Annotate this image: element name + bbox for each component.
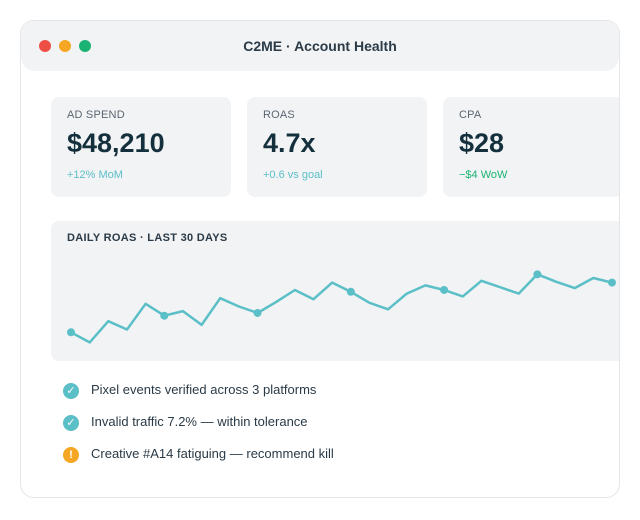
daily-roas-chart: DAILY ROAS · LAST 30 DAYS: [51, 221, 619, 361]
zoom-window-button[interactable]: [79, 40, 91, 52]
check-icon: ✓: [63, 415, 79, 431]
roas-line-chart: [67, 270, 616, 344]
metric-card-roas: ROAS 4.7x +0.6 vs goal: [247, 97, 427, 197]
minimize-window-button[interactable]: [59, 40, 71, 52]
metric-card-ad-spend: AD SPEND $48,210 +12% MoM: [51, 97, 231, 197]
metric-delta: −$4 WoW: [459, 169, 508, 181]
metric-value: 4.7x: [263, 128, 316, 158]
roas-data-point: [346, 287, 355, 296]
metric-delta: +0.6 vs goal: [263, 169, 323, 181]
title-bar: C2ME · Account Health: [21, 21, 619, 71]
close-window-button[interactable]: [39, 40, 51, 52]
checklist-text: Creative #A14 fatiguing — recommend kill: [91, 446, 334, 461]
metric-delta: +12% MoM: [67, 169, 123, 181]
roas-series-line: [69, 273, 614, 344]
roas-data-point: [253, 308, 262, 317]
window-title: C2ME · Account Health: [243, 38, 397, 54]
warning-icon: !: [63, 447, 79, 463]
roas-data-point: [608, 278, 616, 287]
metric-value: $48,210: [67, 128, 165, 158]
roas-data-point: [160, 311, 169, 320]
chart-title: DAILY ROAS · LAST 30 DAYS: [67, 232, 228, 244]
check-icon: ✓: [63, 383, 79, 399]
metric-label: ROAS: [263, 109, 295, 121]
roas-data-point: [533, 270, 542, 279]
metric-label: AD SPEND: [67, 109, 125, 121]
metric-label: CPA: [459, 109, 482, 121]
metric-card-cpa: CPA $28 −$4 WoW: [443, 97, 619, 197]
checklist-text: Invalid traffic 7.2% — within tolerance: [91, 414, 308, 429]
roas-data-point: [67, 328, 75, 337]
account-health-window: C2ME · Account Health AD SPEND $48,210 +…: [20, 20, 620, 498]
roas-data-point: [440, 285, 449, 294]
metric-value: $28: [459, 128, 505, 158]
checklist-text: Pixel events verified across 3 platforms: [91, 382, 317, 397]
